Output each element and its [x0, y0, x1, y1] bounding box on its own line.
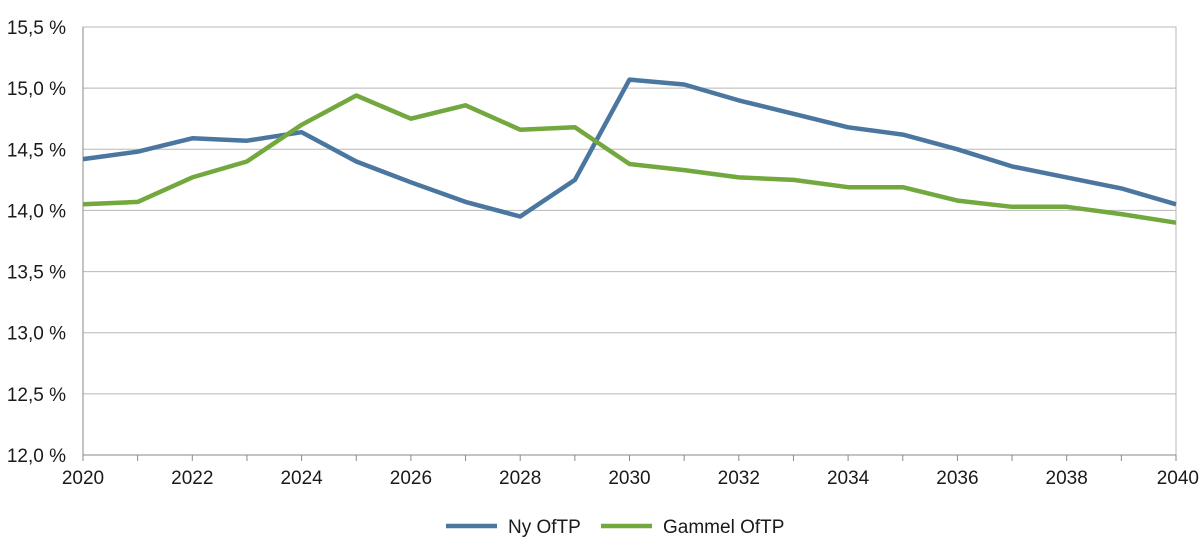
x-tick-label: 2028 [499, 468, 541, 489]
axes: 12,0 % 12,5 % 13,0 % 13,5 % 14,0 % 14,5 % 15,0… [7, 18, 1199, 489]
x-tick-label: 2032 [718, 468, 760, 489]
y-tick-label: 13,0 % [7, 324, 66, 345]
series-line-gammel-oftp [82, 93, 1177, 225]
y-tick-label: 14,5 % [7, 140, 66, 161]
x-tick-label: 2020 [62, 468, 104, 489]
x-tick-label: 2026 [390, 468, 432, 489]
y-tick-label: 12,5 % [7, 385, 66, 406]
x-tick-label: 2030 [608, 468, 650, 489]
plot-frame [82, 26, 1177, 456]
y-tick-label: 15,5 % [7, 18, 66, 39]
x-tick-label: 2024 [280, 468, 323, 489]
legend-item: Gammel OfTP [601, 517, 784, 538]
legend: Ny OfTP Gammel OfTP [446, 517, 784, 538]
y-tick-label: 15,0 % [7, 79, 66, 100]
legend-label: Gammel OfTP [663, 517, 784, 538]
x-tick-label: 2040 [1157, 468, 1199, 489]
series-lines [82, 77, 1177, 225]
legend-item: Ny OfTP [446, 517, 581, 538]
y-tick-label: 13,5 % [7, 263, 66, 284]
x-tick-label: 2022 [171, 468, 213, 489]
gridlines [82, 26, 1177, 456]
x-tick-label: 2034 [827, 468, 870, 489]
legend-label: Ny OfTP [508, 517, 581, 538]
y-tick-label: 14,0 % [7, 201, 66, 222]
series-line-ny-oftp [82, 77, 1177, 219]
y-tick-label: 12,0 % [7, 446, 66, 467]
x-tick-label: 2038 [1046, 468, 1088, 489]
x-tick-label: 2036 [936, 468, 978, 489]
